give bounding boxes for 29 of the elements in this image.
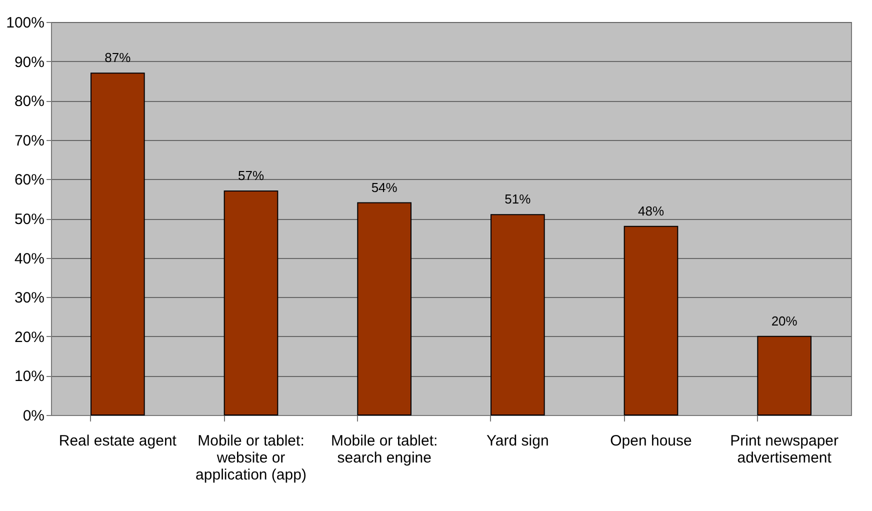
bar [90, 72, 145, 416]
data-label: 57% [238, 168, 264, 183]
y-tick-label: 70% [14, 132, 44, 150]
y-tick-label: 90% [14, 54, 44, 71]
y-tick-label: 10% [14, 368, 44, 386]
x-tick-label: Mobile or tablet: search engine [330, 432, 438, 466]
y-tick-label: 50% [14, 211, 44, 228]
data-label: 51% [504, 192, 532, 207]
bar [224, 190, 278, 416]
x-tick-label: Open house [610, 432, 692, 450]
bar [757, 336, 812, 416]
y-tick-label: 60% [14, 172, 44, 189]
y-tick-label: 20% [14, 328, 44, 346]
x-tick-label: Print newspaper advertisement [730, 432, 839, 466]
y-tick-label: 80% [14, 93, 44, 110]
data-label: 87% [104, 50, 132, 66]
data-label: 20% [771, 313, 798, 328]
y-tick-label: 40% [14, 250, 44, 268]
bar [357, 202, 412, 416]
y-tick-label: 30% [14, 290, 44, 307]
data-label: 48% [638, 203, 664, 218]
x-tick-label: Mobile or tablet: website or application (app) [196, 432, 306, 484]
y-tick-label: 0% [22, 408, 44, 424]
bar [624, 226, 678, 416]
bar [490, 214, 545, 416]
x-tick-label: Real estate agent [58, 432, 178, 450]
data-label: 54% [371, 180, 398, 195]
x-tick-label: Yard sign [486, 432, 549, 450]
y-tick-label: 100% [6, 14, 44, 32]
